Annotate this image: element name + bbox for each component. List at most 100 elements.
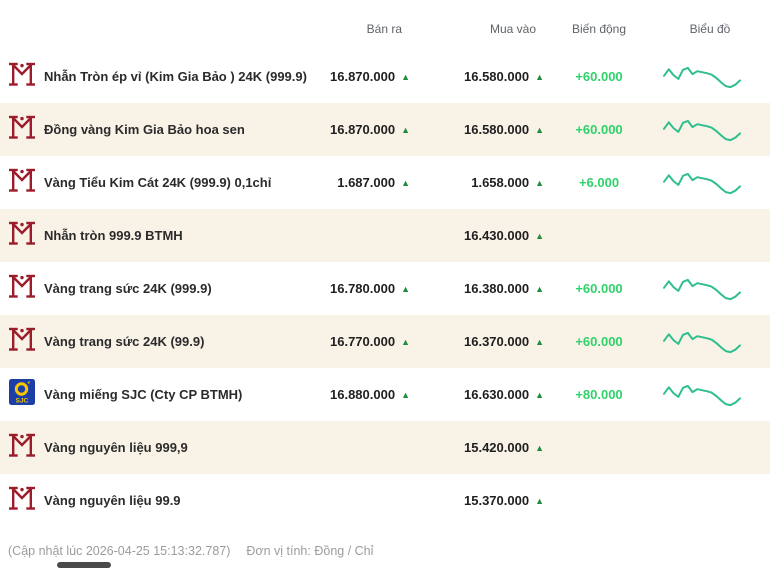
name-cell: Vàng nguyên liệu 999,9 [44, 439, 324, 457]
sell-price-value: 16.780.000 [330, 281, 396, 296]
logo-cell [0, 219, 44, 252]
logo-cell: SJC [0, 379, 44, 410]
name-cell: Nhẫn Tròn ép vỉ (Kim Gia Bảo ) 24K (999.… [44, 68, 324, 86]
column-header-buy: Mua vào [489, 22, 536, 36]
sparkline-chart [663, 384, 741, 406]
product-name: Vàng Tiểu Kim Cát 24K (999.9) 0,1chỉ [44, 174, 272, 190]
up-arrow-icon: ▲ [535, 496, 544, 506]
chart-cell [650, 169, 770, 197]
chart-cell [650, 328, 770, 356]
product-name: Vàng trang sức 24K (999.9) [44, 280, 212, 296]
buy-price-cell: 16.380.000 ▲ [414, 281, 548, 296]
column-header-chart: Biểu đồ [689, 22, 731, 36]
btmh-logo-icon [8, 431, 36, 464]
table-row: Đồng vàng Kim Gia Bảo hoa sen 16.870.000 ▲… [0, 103, 770, 156]
table-body: Nhẫn Tròn ép vỉ (Kim Gia Bảo ) 24K (999.… [0, 50, 770, 527]
up-arrow-icon: ▲ [535, 337, 544, 347]
sell-price-value: 16.880.000 [330, 387, 396, 402]
buy-price-value: 15.370.000 [464, 493, 530, 508]
up-arrow-icon: ▲ [401, 125, 410, 135]
buy-price-cell: 16.630.000 ▲ [414, 387, 548, 402]
column-header-change: Biến động [571, 22, 627, 36]
buy-price-value: 16.580.000 [464, 69, 530, 84]
btmh-logo-icon [8, 325, 36, 358]
name-cell: Vàng Tiểu Kim Cát 24K (999.9) 0,1chỉ [44, 174, 324, 192]
change-value: +80.000 [575, 387, 623, 402]
table-row: Vàng nguyên liệu 99.9 15.370.000 ▲ [0, 474, 770, 527]
table-header-row: Bán ra Mua vào Biến động Biểu đồ [0, 0, 770, 50]
logo-cell [0, 431, 44, 464]
up-arrow-icon: ▲ [535, 443, 544, 453]
name-cell: Đồng vàng Kim Gia Bảo hoa sen [44, 121, 324, 139]
change-cell: +60.000 [548, 334, 650, 349]
product-name: Vàng trang sức 24K (99.9) [44, 333, 205, 349]
up-arrow-icon: ▲ [535, 178, 544, 188]
product-name: Vàng nguyên liệu 999,9 [44, 439, 188, 455]
sparkline-chart [663, 331, 741, 353]
chart-cell [650, 116, 770, 144]
btmh-logo-icon [8, 484, 36, 517]
sell-price-value: 1.687.000 [337, 175, 396, 190]
buy-price-cell: 16.580.000 ▲ [414, 122, 548, 137]
buy-price-value: 16.370.000 [464, 334, 530, 349]
sell-price-cell: 16.780.000 ▲ [324, 281, 414, 296]
logo-cell [0, 166, 44, 199]
buy-price-value: 1.658.000 [471, 175, 530, 190]
buy-price-value: 15.420.000 [464, 440, 530, 455]
chart-cell [650, 275, 770, 303]
buy-price-cell: 15.420.000 ▲ [414, 440, 548, 455]
btmh-logo-icon [8, 219, 36, 252]
header-spacer-logo [0, 21, 44, 29]
table-row: Vàng Tiểu Kim Cát 24K (999.9) 0,1chỉ 1.68… [0, 156, 770, 209]
name-cell: Nhẫn tròn 999.9 BTMH [44, 227, 324, 245]
name-cell: Vàng trang sức 24K (999.9) [44, 280, 324, 298]
up-arrow-icon: ▲ [401, 72, 410, 82]
sparkline-chart [663, 278, 741, 300]
sell-price-cell: 1.687.000 ▲ [324, 175, 414, 190]
horizontal-scrollbar-thumb[interactable] [57, 562, 111, 568]
product-name: Nhẫn tròn 999.9 BTMH [44, 227, 183, 243]
table-footer: (Cập nhật lúc 2026-04-25 15:13:32.787) Đ… [0, 544, 783, 558]
btmh-logo-icon [8, 60, 36, 93]
btmh-logo-icon [8, 272, 36, 305]
column-header-sell: Bán ra [366, 22, 402, 36]
table-row: SJC Vàng miếng SJC (Cty CP BTMH) 16.880.00… [0, 368, 770, 421]
change-cell: +6.000 [548, 175, 650, 190]
buy-price-cell: 1.658.000 ▲ [414, 175, 548, 190]
change-cell: +60.000 [548, 69, 650, 84]
table-row: Vàng trang sức 24K (99.9) 16.770.000 ▲ 16.3… [0, 315, 770, 368]
sell-price-cell: 16.770.000 ▲ [324, 334, 414, 349]
sell-price-value: 16.870.000 [330, 122, 396, 137]
change-cell: +80.000 [548, 387, 650, 402]
table-row: Nhẫn tròn 999.9 BTMH 16.430.000 ▲ [0, 209, 770, 262]
buy-price-cell: 16.430.000 ▲ [414, 228, 548, 243]
up-arrow-icon: ▲ [401, 178, 410, 188]
buy-price-value: 16.630.000 [464, 387, 530, 402]
change-cell: +60.000 [548, 122, 650, 137]
btmh-logo-icon [8, 166, 36, 199]
sparkline-chart [663, 119, 741, 141]
logo-cell [0, 113, 44, 146]
chart-cell [650, 63, 770, 91]
change-value: +6.000 [578, 175, 620, 190]
up-arrow-icon: ▲ [535, 284, 544, 294]
logo-cell [0, 325, 44, 358]
gold-price-table: Bán ra Mua vào Biến động Biểu đồ Nhẫn Tr… [0, 0, 770, 527]
up-arrow-icon: ▲ [535, 125, 544, 135]
buy-price-value: 16.380.000 [464, 281, 530, 296]
change-cell: +60.000 [548, 281, 650, 296]
name-cell: Vàng trang sức 24K (99.9) [44, 333, 324, 351]
sell-price-cell: 16.880.000 ▲ [324, 387, 414, 402]
up-arrow-icon: ▲ [535, 231, 544, 241]
up-arrow-icon: ▲ [401, 337, 410, 347]
change-value: +60.000 [575, 69, 623, 84]
name-cell: Vàng nguyên liệu 99.9 [44, 492, 324, 510]
sparkline-chart [663, 172, 741, 194]
up-arrow-icon: ▲ [401, 390, 410, 400]
last-updated-text: (Cập nhật lúc 2026-04-25 15:13:32.787) [8, 544, 231, 558]
logo-cell [0, 484, 44, 517]
buy-price-value: 16.580.000 [464, 122, 530, 137]
logo-cell [0, 272, 44, 305]
sell-price-cell: 16.870.000 ▲ [324, 69, 414, 84]
sell-price-value: 16.870.000 [330, 69, 396, 84]
